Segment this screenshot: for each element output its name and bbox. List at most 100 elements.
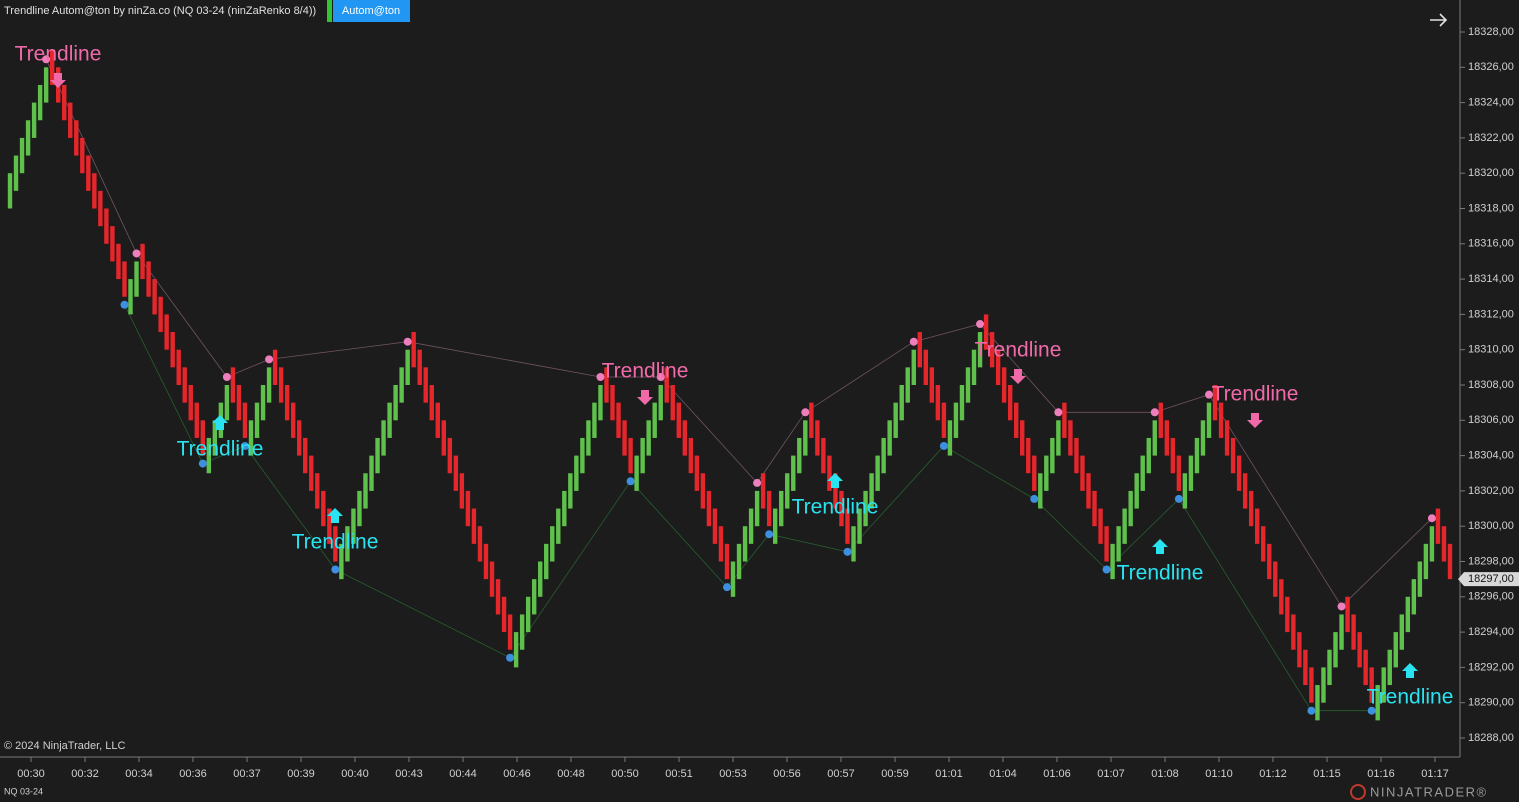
candle-body <box>429 385 434 421</box>
y-tick-label: 18316,00 <box>1468 238 1514 250</box>
candle-body <box>1038 473 1043 509</box>
chart-title: Trendline Autom@ton by ninZa.co (NQ 03-2… <box>4 5 316 17</box>
x-tick-label: 01:10 <box>1205 768 1233 780</box>
candle-body <box>917 332 922 368</box>
annotation: Trendline <box>1367 686 1454 709</box>
candle-body <box>134 261 139 297</box>
automaton-button[interactable] <box>333 0 410 22</box>
trendline <box>805 341 914 413</box>
candle-body <box>730 561 736 597</box>
candle-body <box>333 526 338 562</box>
candle-body <box>562 490 567 527</box>
candle-body <box>568 473 573 509</box>
last-price-label: 18297,00 <box>1468 573 1514 585</box>
candle-body <box>893 402 898 438</box>
candle-body <box>592 402 597 438</box>
candle-body <box>7 173 13 209</box>
candle-body <box>146 261 151 297</box>
candle-body <box>1056 420 1061 456</box>
candle-body <box>351 508 356 544</box>
y-tick-label: 18304,00 <box>1468 450 1514 462</box>
swing-low <box>1367 706 1376 715</box>
y-tick-label: 18310,00 <box>1468 344 1514 356</box>
candle-body <box>1254 508 1260 544</box>
candle-body <box>1417 561 1423 597</box>
candle-body <box>68 102 73 138</box>
annotation: Trendline <box>975 339 1062 362</box>
candle-body <box>1285 596 1290 633</box>
candle-body <box>754 490 760 527</box>
candle-body <box>140 243 145 280</box>
candle-body <box>1387 649 1392 686</box>
candle-body <box>327 508 332 544</box>
swing-high <box>42 55 51 64</box>
swing-low <box>1030 494 1039 503</box>
candle-body <box>1297 632 1302 668</box>
candle-body <box>1315 685 1320 721</box>
candle-body <box>640 437 645 474</box>
candle-body <box>1375 685 1380 721</box>
candle-body <box>1236 455 1242 491</box>
swing-low <box>331 565 340 574</box>
candle-body <box>43 67 49 103</box>
trendline <box>45 59 137 254</box>
candle-body <box>977 332 983 368</box>
candle-body <box>748 508 754 544</box>
y-tick-label: 18288,00 <box>1468 732 1514 744</box>
candle-body <box>1116 526 1121 562</box>
trendline <box>269 341 408 360</box>
candle-body <box>1134 473 1139 509</box>
y-tick-label: 18292,00 <box>1468 661 1514 673</box>
x-tick-label: 00:44 <box>449 768 477 780</box>
collapse-arrow[interactable] <box>1430 13 1448 27</box>
candle-body <box>1399 614 1404 650</box>
candle-body <box>381 420 386 456</box>
y-tick-label: 18312,00 <box>1468 308 1514 320</box>
candle-body <box>1062 402 1067 438</box>
candle-body <box>98 190 103 227</box>
candle-body <box>1327 649 1332 686</box>
x-tick-label: 01:04 <box>989 768 1017 780</box>
candle-body <box>959 385 965 421</box>
candle-body <box>610 385 615 421</box>
x-tick-label: 00:40 <box>341 768 369 780</box>
candle-body <box>363 473 368 509</box>
candle-body <box>1381 667 1386 703</box>
candle-body <box>1200 420 1206 456</box>
candle-body <box>212 420 218 456</box>
candle-body <box>1164 420 1170 456</box>
candle-body <box>345 526 350 562</box>
candle-body <box>1212 385 1218 421</box>
x-tick-label: 00:59 <box>881 768 909 780</box>
candle-body <box>1291 614 1296 650</box>
trendline <box>943 445 1035 500</box>
y-tick-label: 18298,00 <box>1468 555 1514 567</box>
candle-body <box>1050 437 1055 474</box>
automaton-button-label[interactable]: Autom@ton <box>342 5 400 17</box>
swing-low <box>1174 494 1183 503</box>
y-tick-label: 18306,00 <box>1468 414 1514 426</box>
candle-body <box>580 437 585 474</box>
candle-body <box>604 367 609 403</box>
candle-body <box>31 102 37 138</box>
candle-body <box>423 367 428 403</box>
candle-body <box>1001 367 1007 403</box>
brand-logo <box>1350 784 1366 800</box>
candle-body <box>1218 402 1224 438</box>
candle-body <box>1447 543 1453 580</box>
candle-body <box>477 526 483 562</box>
swing-high <box>1337 602 1346 611</box>
buy-arrow <box>327 508 343 523</box>
candle-body <box>1435 508 1441 544</box>
candle-body <box>1128 490 1133 527</box>
x-tick-label: 00:57 <box>827 768 855 780</box>
candle-body <box>881 437 886 474</box>
candle-body <box>947 420 953 456</box>
candle-body <box>833 473 838 509</box>
candle-body <box>953 402 959 438</box>
candle-body <box>200 420 206 456</box>
trendline <box>244 445 336 570</box>
y-tick-label: 18294,00 <box>1468 626 1514 638</box>
candle-body <box>489 561 495 597</box>
